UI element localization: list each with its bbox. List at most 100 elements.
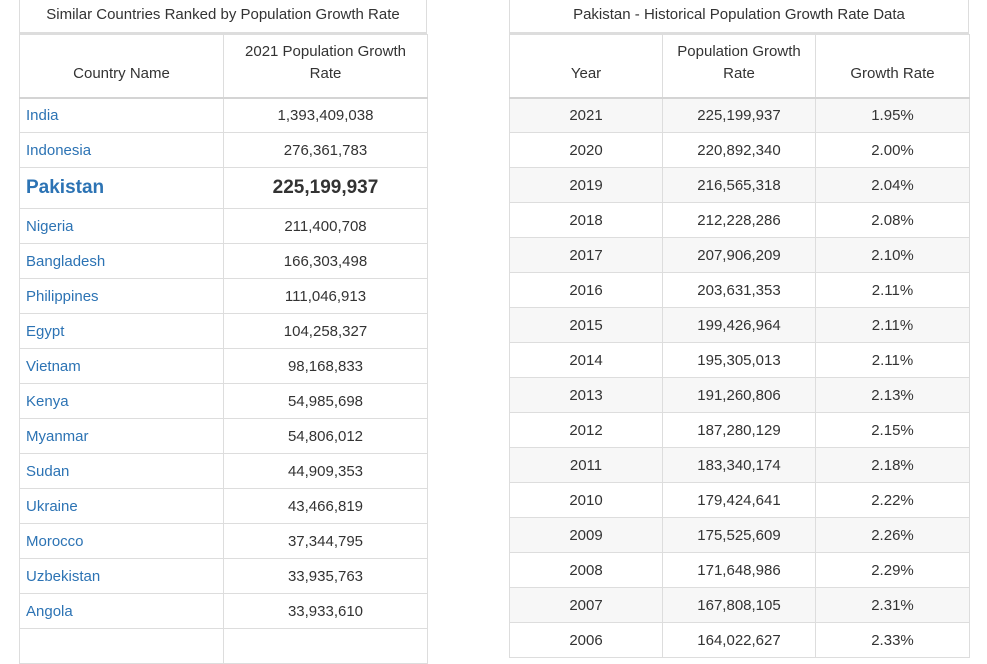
country-name-link[interactable]: Egypt: [19, 313, 224, 349]
table-row: 2010 179,424,641 2.22%: [509, 482, 970, 518]
year-cell: 2015: [509, 307, 663, 343]
column-header-year: Year: [509, 34, 663, 99]
year-cell: 2013: [509, 377, 663, 413]
country-name-link[interactable]: Uzbekistan: [19, 558, 224, 594]
table-row: 2009 175,525,609 2.26%: [509, 517, 970, 553]
year-cell: 2011: [509, 447, 663, 483]
year-cell: 2020: [509, 132, 663, 168]
population-value: 211,400,708: [223, 208, 428, 244]
table-row: Myanmar 54,806,012: [19, 418, 428, 454]
year-cell: 2016: [509, 272, 663, 308]
growth-rate-cell: 2.11%: [815, 342, 970, 378]
table-row: Vietnam 98,168,833: [19, 348, 428, 384]
growth-rate-cell: 2.31%: [815, 587, 970, 623]
population-value: 44,909,353: [223, 453, 428, 489]
growth-rate-cell: 2.18%: [815, 447, 970, 483]
population-cell: 220,892,340: [662, 132, 816, 168]
table-row: Sudan 44,909,353: [19, 453, 428, 489]
year-cell: 2009: [509, 517, 663, 553]
table-row: 2012 187,280,129 2.15%: [509, 412, 970, 448]
table-row: India 1,393,409,038: [19, 97, 428, 133]
table-row: 2006 164,022,627 2.33%: [509, 622, 970, 658]
growth-rate-cell: 2.10%: [815, 237, 970, 273]
column-header-growth-rate: Growth Rate: [815, 34, 970, 99]
growth-rate-cell: 2.13%: [815, 377, 970, 413]
year-cell: 2018: [509, 202, 663, 238]
table-row: Pakistan 225,199,937: [19, 167, 428, 209]
table-row: 2015 199,426,964 2.11%: [509, 307, 970, 343]
country-name-link[interactable]: Indonesia: [19, 132, 224, 168]
population-cell: 183,340,174: [662, 447, 816, 483]
table-row: Ukraine 43,466,819: [19, 488, 428, 524]
country-name-link: [19, 628, 224, 664]
growth-rate-cell: 2.11%: [815, 307, 970, 343]
population-value: 111,046,913: [223, 278, 428, 314]
country-name-link[interactable]: Morocco: [19, 523, 224, 559]
population-value: 33,935,763: [223, 558, 428, 594]
table-row: 2018 212,228,286 2.08%: [509, 202, 970, 238]
country-name-link[interactable]: Angola: [19, 593, 224, 629]
population-cell: 187,280,129: [662, 412, 816, 448]
population-value: 43,466,819: [223, 488, 428, 524]
country-name-link[interactable]: Nigeria: [19, 208, 224, 244]
year-cell: 2014: [509, 342, 663, 378]
column-header-growth-rate-2021: 2021 Population Growth Rate: [223, 34, 428, 99]
year-cell: 2010: [509, 482, 663, 518]
population-value: 166,303,498: [223, 243, 428, 279]
historical-data-title: Pakistan - Historical Population Growth …: [509, 0, 969, 34]
population-value: 54,985,698: [223, 383, 428, 419]
year-cell: 2017: [509, 237, 663, 273]
similar-countries-table: Country Name 2021 Population Growth Rate…: [19, 34, 428, 664]
population-cell: 171,648,986: [662, 552, 816, 588]
table-row: Kenya 54,985,698: [19, 383, 428, 419]
population-value: 276,361,783: [223, 132, 428, 168]
population-value: 54,806,012: [223, 418, 428, 454]
table-row: Bangladesh 166,303,498: [19, 243, 428, 279]
country-name-link[interactable]: Kenya: [19, 383, 224, 419]
country-name-link[interactable]: India: [19, 97, 224, 133]
population-cell: 207,906,209: [662, 237, 816, 273]
population-value: 1,393,409,038: [223, 97, 428, 133]
country-name-link[interactable]: Philippines: [19, 278, 224, 314]
country-name-link[interactable]: Ukraine: [19, 488, 224, 524]
column-header-population-growth-rate: Population Growth Rate: [662, 34, 816, 99]
similar-countries-title: Similar Countries Ranked by Population G…: [19, 0, 427, 34]
country-name-link[interactable]: Myanmar: [19, 418, 224, 454]
growth-rate-cell: 2.26%: [815, 517, 970, 553]
table-row: Nigeria 211,400,708: [19, 208, 428, 244]
table-row: 2017 207,906,209 2.10%: [509, 237, 970, 273]
growth-rate-cell: 2.04%: [815, 167, 970, 203]
population-cell: 203,631,353: [662, 272, 816, 308]
population-cell: 225,199,937: [662, 97, 816, 133]
table-row: Morocco 37,344,795: [19, 523, 428, 559]
historical-data-table: Year Population Growth Rate Growth Rate …: [509, 34, 970, 658]
country-name-link[interactable]: Sudan: [19, 453, 224, 489]
year-cell: 2006: [509, 622, 663, 658]
table-row: 2016 203,631,353 2.11%: [509, 272, 970, 308]
country-name-link[interactable]: Pakistan: [19, 167, 224, 209]
country-name-link[interactable]: Bangladesh: [19, 243, 224, 279]
growth-rate-cell: 2.33%: [815, 622, 970, 658]
growth-rate-cell: 2.08%: [815, 202, 970, 238]
table-row: 2021 225,199,937 1.95%: [509, 97, 970, 133]
growth-rate-cell: 2.22%: [815, 482, 970, 518]
growth-rate-cell: 2.11%: [815, 272, 970, 308]
country-name-link[interactable]: Vietnam: [19, 348, 224, 384]
population-cell: 216,565,318: [662, 167, 816, 203]
table-row: Philippines 111,046,913: [19, 278, 428, 314]
population-cell: 191,260,806: [662, 377, 816, 413]
population-value: [223, 628, 428, 664]
population-cell: 179,424,641: [662, 482, 816, 518]
population-cell: 199,426,964: [662, 307, 816, 343]
table-row: Uzbekistan 33,935,763: [19, 558, 428, 594]
growth-rate-cell: 2.15%: [815, 412, 970, 448]
year-cell: 2021: [509, 97, 663, 133]
table-row: 2007 167,808,105 2.31%: [509, 587, 970, 623]
population-cell: 212,228,286: [662, 202, 816, 238]
table-row: 2008 171,648,986 2.29%: [509, 552, 970, 588]
growth-rate-cell: 1.95%: [815, 97, 970, 133]
year-cell: 2012: [509, 412, 663, 448]
year-cell: 2007: [509, 587, 663, 623]
population-cell: 195,305,013: [662, 342, 816, 378]
population-value: 37,344,795: [223, 523, 428, 559]
